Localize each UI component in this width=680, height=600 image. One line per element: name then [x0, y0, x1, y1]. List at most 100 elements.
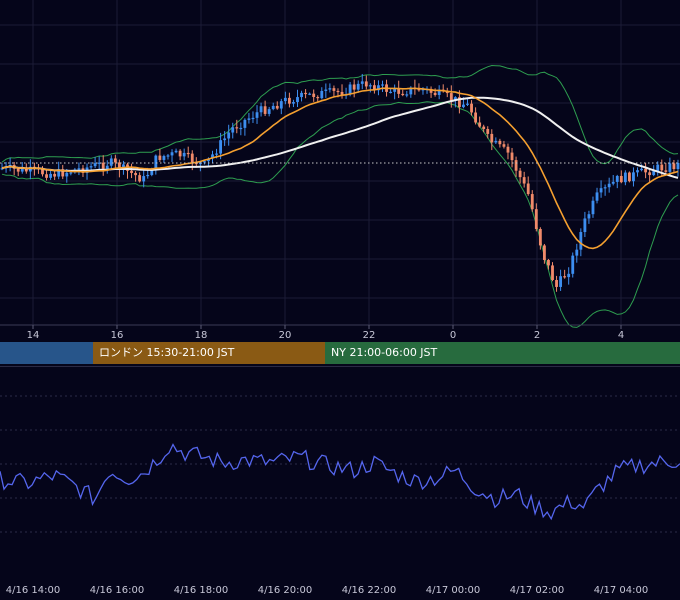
osc-x-tick-label: 4/16 16:00: [90, 585, 144, 596]
candle-body: [186, 152, 190, 155]
candle-body: [41, 169, 44, 175]
candle-body: [162, 156, 166, 160]
candle-body: [53, 173, 57, 177]
candle-body: [328, 88, 332, 90]
candle-body: [607, 183, 611, 188]
candle-body: [429, 88, 433, 93]
candle-body: [668, 163, 672, 172]
candle-body: [271, 105, 275, 110]
candle-body: [567, 273, 571, 278]
candle-body: [462, 104, 465, 108]
candle-body: [292, 102, 295, 104]
oscillator-line: [0, 443, 680, 521]
candle-body: [478, 122, 482, 127]
candle-body: [514, 160, 518, 171]
candle-body: [518, 170, 522, 178]
candle-body: [595, 192, 599, 201]
candle-body: [672, 163, 676, 170]
candle-body: [457, 97, 461, 108]
candle-body: [304, 92, 308, 95]
candle-body: [372, 85, 376, 91]
candle-body: [393, 88, 397, 92]
candle-body: [575, 249, 579, 256]
candle-body: [611, 181, 615, 184]
candle-body: [656, 164, 660, 172]
candle-body: [105, 165, 109, 169]
candle-body: [16, 168, 20, 172]
candle-body: [308, 93, 312, 95]
bollinger-bands: [1, 64, 679, 328]
candle-body: [498, 140, 502, 145]
candle-body: [433, 92, 437, 95]
candle-body: [227, 132, 231, 139]
candle-body: [296, 97, 299, 103]
oscillator-grid: [0, 395, 680, 533]
candle-body: [332, 88, 336, 91]
candle-body: [437, 89, 441, 95]
candle-body: [356, 83, 360, 90]
candle-body: [283, 97, 287, 102]
candle-body: [275, 105, 279, 109]
candle-body: [652, 171, 656, 176]
candle-body: [534, 209, 538, 229]
candle-body: [174, 150, 178, 153]
candle-body: [89, 166, 93, 168]
candle-body: [615, 175, 619, 182]
candle-body: [146, 174, 150, 177]
candle-body: [453, 97, 457, 101]
candle-body: [603, 187, 607, 189]
candle-body: [397, 88, 401, 94]
candle-body: [267, 109, 271, 114]
candle-body: [348, 84, 352, 95]
candle-body: [97, 162, 101, 164]
candle-body: [190, 153, 194, 163]
candle-body: [364, 81, 368, 87]
candle-body: [405, 94, 409, 96]
candle-body: [243, 119, 247, 128]
candle-body: [583, 218, 587, 233]
candle-body: [166, 155, 170, 157]
candle-body: [591, 200, 595, 215]
panel-divider: [0, 366, 680, 367]
candle-body: [324, 89, 328, 91]
candle-body: [134, 172, 138, 176]
candle-body: [93, 163, 97, 167]
candle-body: [502, 144, 506, 147]
candle-body: [287, 97, 291, 104]
candle-body: [316, 96, 320, 99]
candle-body: [117, 162, 121, 170]
candle-body: [619, 175, 623, 183]
price-x-tick-label: 4: [618, 330, 624, 341]
candle-body: [555, 280, 558, 287]
osc-x-tick-label: 4/16 14:00: [6, 585, 60, 596]
candle-body: [215, 153, 218, 155]
bollinger-lower: [1, 101, 679, 328]
price-x-tick-label: 16: [111, 330, 124, 341]
candle-body: [510, 152, 514, 161]
candle-body: [506, 146, 510, 153]
candle-body: [235, 127, 239, 129]
oscillator-x-axis: 4/16 14:00 4/16 16:00 4/16 18:00 4/16 20:00…: [6, 585, 648, 596]
session-tokyo: [0, 342, 93, 364]
candle-body: [530, 194, 534, 210]
candle-body: [113, 158, 117, 163]
candle-body: [336, 90, 340, 93]
candle-body: [251, 117, 255, 120]
candle-body: [482, 126, 486, 130]
candle-body: [551, 265, 554, 281]
candle-body: [352, 84, 356, 90]
candle-body: [0, 168, 4, 170]
candle-body: [538, 228, 542, 246]
candle-body: [547, 259, 550, 266]
candle-body: [259, 106, 263, 113]
fast-moving-average: [1, 87, 679, 250]
candle-body: [381, 84, 384, 86]
candle-body: [636, 170, 639, 173]
candle-body: [24, 167, 28, 172]
price-x-tick-label: 18: [195, 330, 208, 341]
candle-body: [101, 162, 105, 169]
candle-body: [377, 85, 380, 91]
candle-body: [211, 154, 214, 159]
candle-body: [490, 133, 494, 143]
candle-body: [648, 172, 652, 176]
